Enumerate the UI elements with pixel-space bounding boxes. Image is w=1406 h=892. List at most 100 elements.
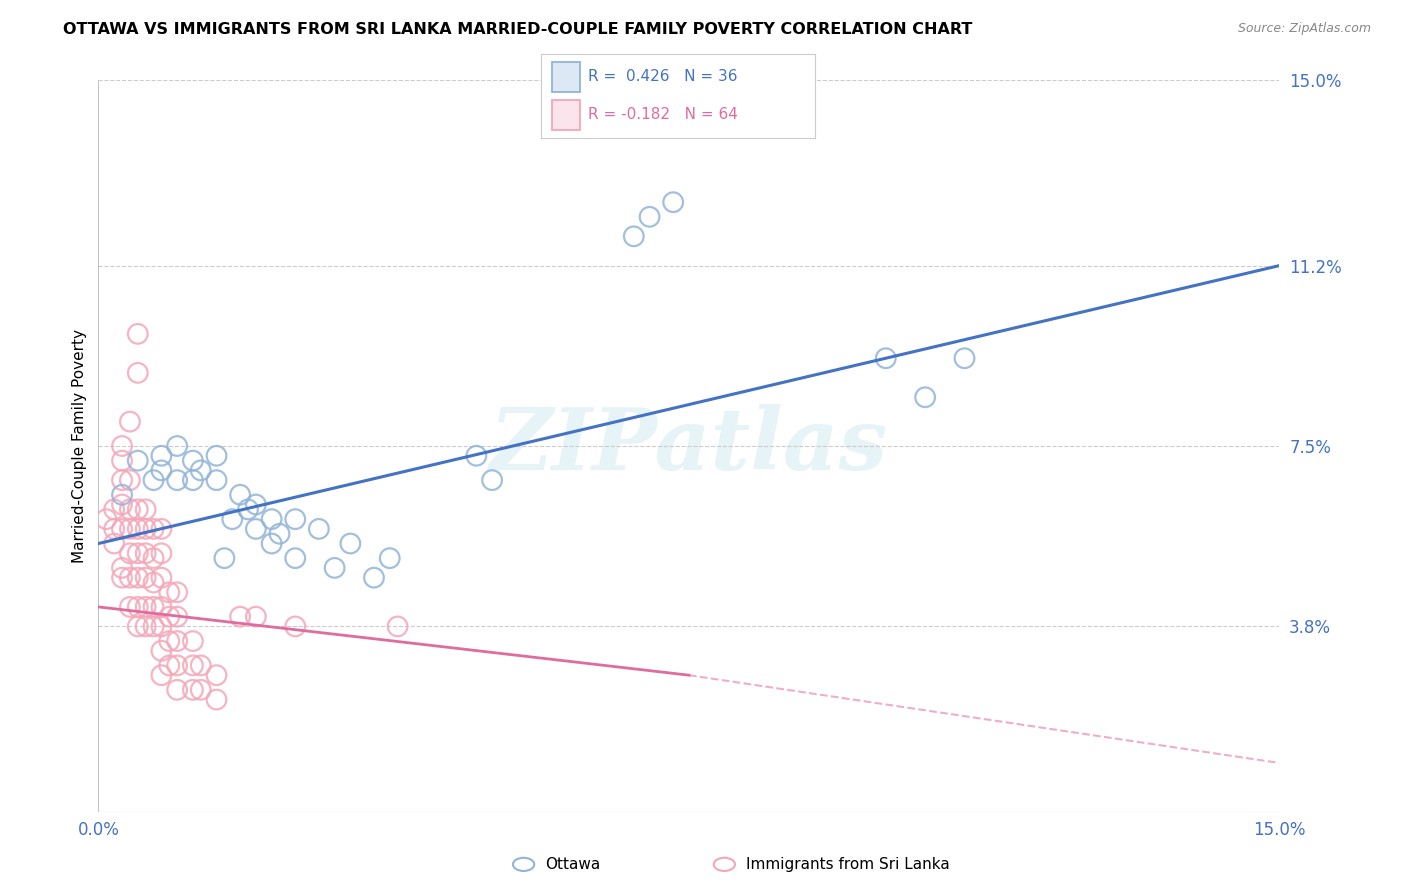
Y-axis label: Married-Couple Family Poverty: Married-Couple Family Poverty — [72, 329, 87, 563]
Point — [157, 658, 180, 673]
Point — [221, 512, 243, 526]
Point — [638, 210, 661, 224]
Point — [157, 634, 180, 648]
Text: OTTAWA VS IMMIGRANTS FROM SRI LANKA MARRIED-COUPLE FAMILY POVERTY CORRELATION CH: OTTAWA VS IMMIGRANTS FROM SRI LANKA MARR… — [63, 22, 973, 37]
Point — [135, 571, 157, 585]
Point — [150, 546, 173, 560]
Point — [127, 502, 149, 516]
Point — [378, 551, 401, 566]
Point — [166, 473, 188, 487]
Point — [127, 546, 149, 560]
Point — [118, 522, 141, 536]
Point — [135, 619, 157, 633]
Point — [323, 561, 346, 575]
Text: R =  0.426   N = 36: R = 0.426 N = 36 — [588, 70, 737, 85]
Point — [135, 546, 157, 560]
Point — [181, 658, 204, 673]
Point — [150, 668, 173, 682]
Point — [111, 571, 134, 585]
Point — [150, 463, 173, 477]
Point — [150, 619, 173, 633]
Point — [875, 351, 897, 366]
Point — [135, 599, 157, 614]
Point — [190, 682, 212, 697]
Point — [181, 453, 204, 467]
Point — [142, 575, 165, 590]
Point — [127, 599, 149, 614]
Point — [127, 366, 149, 380]
Point — [135, 502, 157, 516]
Point — [142, 551, 165, 566]
Point — [229, 609, 252, 624]
Point — [953, 351, 976, 366]
Point — [135, 522, 157, 536]
Point — [662, 195, 685, 210]
Point — [181, 634, 204, 648]
Point — [260, 536, 283, 550]
Point — [127, 522, 149, 536]
Point — [150, 571, 173, 585]
Point — [118, 546, 141, 560]
Point — [111, 439, 134, 453]
Point — [205, 449, 228, 463]
Point — [127, 326, 149, 341]
Point — [127, 619, 149, 633]
Point — [111, 473, 134, 487]
Point — [229, 488, 252, 502]
Point — [260, 512, 283, 526]
Point — [914, 390, 936, 404]
Point — [103, 502, 125, 516]
Point — [481, 473, 503, 487]
Text: Immigrants from Sri Lanka: Immigrants from Sri Lanka — [745, 857, 949, 871]
Point — [142, 619, 165, 633]
Text: Ottawa: Ottawa — [546, 857, 600, 871]
Bar — [553, 62, 579, 92]
Point — [142, 599, 165, 614]
Point — [465, 449, 488, 463]
Point — [284, 512, 307, 526]
Point — [127, 571, 149, 585]
Point — [157, 585, 180, 599]
Point — [205, 473, 228, 487]
Point — [190, 658, 212, 673]
Point — [387, 619, 409, 633]
Text: ZIPatlas: ZIPatlas — [489, 404, 889, 488]
Bar — [553, 100, 579, 130]
Point — [181, 473, 204, 487]
Point — [111, 522, 134, 536]
Point — [157, 609, 180, 624]
Point — [111, 488, 134, 502]
Point — [245, 522, 267, 536]
Point — [96, 512, 118, 526]
Point — [103, 522, 125, 536]
Point — [339, 536, 361, 550]
Point — [236, 502, 259, 516]
Point — [166, 682, 188, 697]
Point — [118, 571, 141, 585]
Point — [118, 415, 141, 429]
Text: Source: ZipAtlas.com: Source: ZipAtlas.com — [1237, 22, 1371, 36]
Point — [284, 551, 307, 566]
Point — [118, 473, 141, 487]
Point — [142, 473, 165, 487]
Point — [205, 692, 228, 706]
Point — [150, 599, 173, 614]
Point — [150, 644, 173, 658]
Point — [245, 498, 267, 512]
Point — [127, 453, 149, 467]
Point — [166, 585, 188, 599]
Point — [118, 599, 141, 614]
Point — [142, 522, 165, 536]
Point — [269, 526, 291, 541]
Point — [205, 668, 228, 682]
Point — [623, 229, 645, 244]
Point — [190, 463, 212, 477]
Point — [166, 658, 188, 673]
Text: R = -0.182   N = 64: R = -0.182 N = 64 — [588, 107, 738, 122]
Point — [181, 682, 204, 697]
Point — [284, 619, 307, 633]
Point — [150, 522, 173, 536]
Point — [166, 634, 188, 648]
Point — [363, 571, 385, 585]
Point — [103, 536, 125, 550]
